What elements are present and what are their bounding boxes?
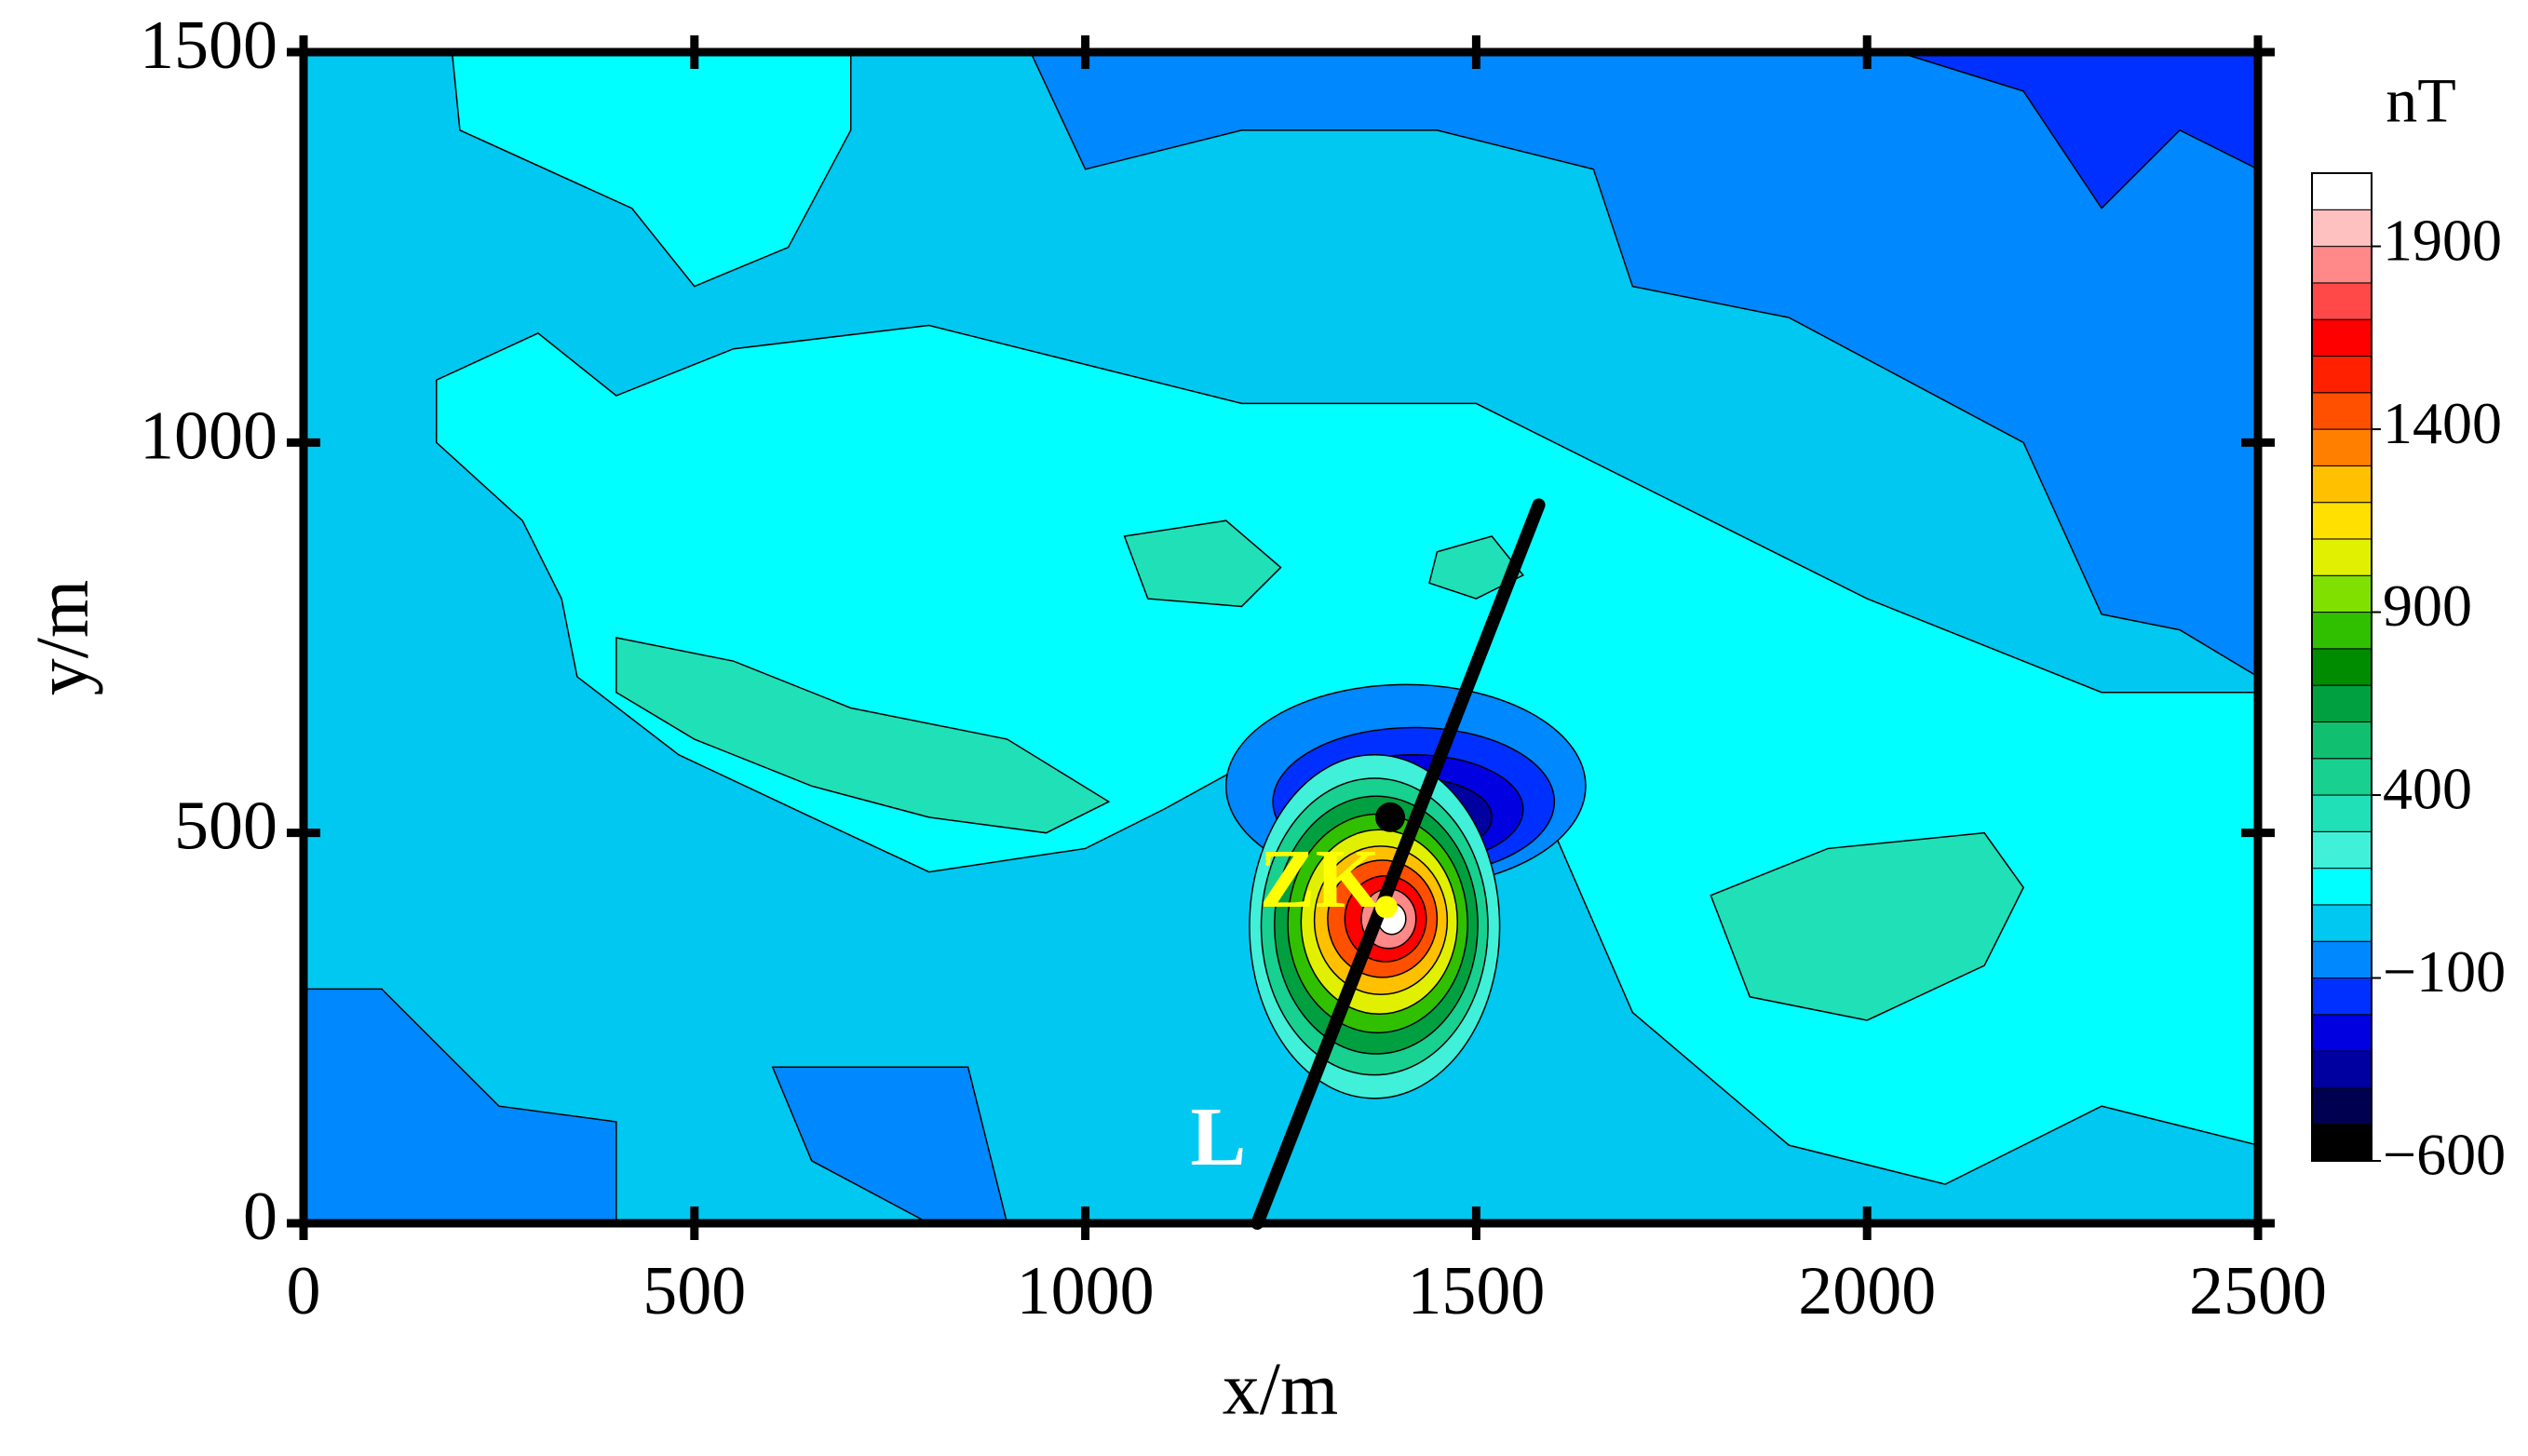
- colorbar-cell: [2311, 648, 2373, 686]
- x-tick-label: 2500: [2189, 1253, 2327, 1329]
- contour-region: [1123, 519, 1282, 608]
- borehole-marker: [1374, 896, 1398, 919]
- colorbar-cell: [2311, 758, 2373, 796]
- contour-field: [304, 52, 2258, 1223]
- x-tick-label: 2000: [1798, 1253, 1936, 1329]
- point-marker: [1375, 802, 1406, 832]
- colorbar-cell: [2311, 830, 2373, 870]
- colorbar-tick-label: −600: [2383, 1122, 2506, 1188]
- contour-region: [1710, 831, 2024, 1021]
- colorbar-cell: [2311, 502, 2373, 540]
- colorbar-tick-label: 1900: [2383, 207, 2502, 273]
- contour-region: [1030, 52, 2258, 678]
- colorbar-cell: [2311, 1086, 2373, 1126]
- colorbar-cell: [2311, 1014, 2373, 1052]
- contour-region: [771, 1066, 1008, 1223]
- x-tick-label: 500: [642, 1253, 746, 1329]
- contour-region: [451, 52, 852, 288]
- colorbar-cell: [2311, 428, 2373, 466]
- colorbar-cell: [2311, 209, 2373, 248]
- borehole-label: ZK: [1259, 833, 1380, 925]
- y-axis-label: y/m: [21, 580, 103, 695]
- colorbar-cell: [2311, 574, 2373, 613]
- y-tick-label: 1500: [140, 7, 277, 84]
- colorbar-cell: [2311, 246, 2373, 284]
- colorbar-cell: [2311, 684, 2373, 722]
- colorbar-cell: [2311, 1124, 2373, 1162]
- colorbar-cell: [2311, 612, 2373, 650]
- contour-region: [615, 637, 1111, 834]
- plot-frame: [299, 47, 2263, 1228]
- colorbar-cell: [2311, 172, 2373, 210]
- colorbar-cell: [2311, 940, 2373, 979]
- colorbar-frame: [2311, 172, 2373, 1162]
- colorbar-cell: [2311, 392, 2373, 430]
- contour-region: [304, 988, 617, 1223]
- colorbar-cell: [2311, 1050, 2373, 1088]
- overlay: L ZK: [1190, 498, 1546, 1230]
- colorbar-cell: [2311, 794, 2373, 832]
- colorbar-cell: [2311, 318, 2373, 357]
- x-tick-label: 0: [287, 1253, 321, 1329]
- colorbar-cell: [2311, 465, 2373, 504]
- y-tick-label: 1000: [140, 398, 277, 474]
- colorbar-cell: [2311, 977, 2373, 1016]
- profile-line: [1250, 498, 1546, 1230]
- colorbar-cell: [2311, 355, 2373, 394]
- y-tick-label: 500: [174, 789, 277, 865]
- colorbar-cell: [2311, 868, 2373, 906]
- colorbar-tick-label: 1400: [2383, 390, 2502, 456]
- colorbar-tick-label: 400: [2383, 756, 2472, 822]
- x-axis-label: x/m: [1223, 1348, 1338, 1430]
- colorbar-label: nT: [2386, 65, 2456, 136]
- colorbar-tick-label: 900: [2383, 573, 2472, 639]
- colorbar-tick-label: −100: [2383, 938, 2506, 1004]
- x-tick-label: 1000: [1017, 1253, 1155, 1329]
- colorbar-cell: [2311, 721, 2373, 760]
- colorbar-cell: [2311, 282, 2373, 320]
- contour-region: [1898, 52, 2258, 209]
- x-tick-label: 1500: [1407, 1253, 1545, 1329]
- profile-label: L: [1190, 1091, 1246, 1183]
- y-tick-label: 0: [243, 1179, 277, 1255]
- colorbar-cell: [2311, 538, 2373, 576]
- colorbar-cell: [2311, 904, 2373, 942]
